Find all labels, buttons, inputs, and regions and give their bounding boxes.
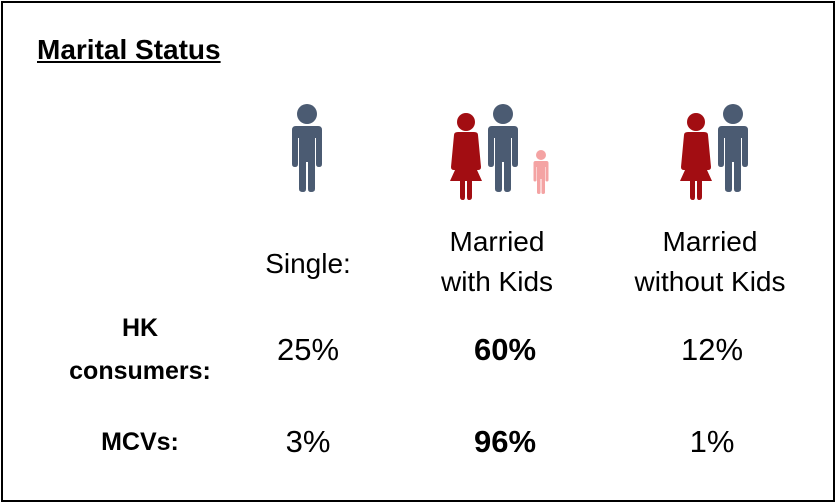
cell-value: 1% <box>689 424 735 459</box>
cell-value: 25% <box>276 332 340 367</box>
row-label: HK consumers: <box>69 314 211 385</box>
icon-married-without-kids <box>680 104 748 200</box>
column-header: Married with Kids <box>440 226 554 297</box>
title: Marital Status <box>37 34 221 65</box>
cell-value: 96% <box>473 424 537 459</box>
column-header: Single: <box>265 248 351 279</box>
cell-value: 3% <box>285 424 331 459</box>
icon-married-with-kids <box>450 104 549 200</box>
column-header: Married without Kids <box>634 226 786 297</box>
cell-value: 12% <box>680 332 744 367</box>
cell-value: 60% <box>473 332 537 367</box>
icon-single <box>292 104 322 192</box>
row-label: MCVs: <box>101 427 179 456</box>
